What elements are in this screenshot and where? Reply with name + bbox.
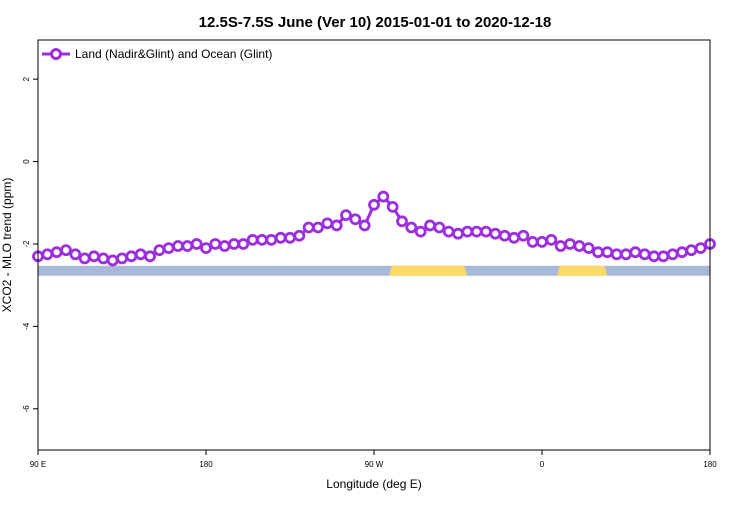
data-point	[470, 225, 483, 238]
data-point	[274, 231, 287, 244]
data-point	[424, 219, 436, 232]
data-point	[508, 231, 520, 244]
data-point	[489, 227, 502, 240]
data-point	[340, 209, 352, 222]
data-point	[106, 254, 119, 267]
data-point	[125, 250, 138, 263]
data-point	[293, 229, 306, 242]
chart-title: 12.5S-7.5S June (Ver 10) 2015-01-01 to 2…	[199, 14, 552, 31]
data-point	[517, 229, 530, 242]
data-point	[694, 242, 707, 254]
data-point	[386, 200, 399, 213]
data-point	[69, 248, 82, 261]
data-point	[144, 250, 156, 263]
data-point	[97, 252, 110, 265]
data-point	[284, 231, 296, 244]
data-point	[545, 233, 558, 246]
data-point	[601, 246, 614, 259]
data-point	[228, 238, 240, 250]
x-axis: 90 E 180 90 W 0 180	[30, 450, 717, 469]
data-point	[629, 246, 642, 259]
y-tick-label: 0	[22, 159, 31, 164]
data-point	[526, 236, 539, 248]
data-point	[302, 221, 315, 234]
data-point	[330, 219, 343, 232]
data-point	[246, 233, 259, 246]
data-point	[237, 238, 250, 250]
legend: Land (Nadir&Glint) and Ocean (Glint)	[42, 47, 272, 61]
data-point	[414, 225, 427, 238]
data-point	[676, 246, 688, 259]
data-point	[209, 238, 222, 250]
data-point	[610, 248, 623, 261]
data-point	[321, 217, 334, 230]
x-tick-label: 90 W	[365, 460, 384, 469]
plot-frame	[37, 39, 711, 451]
y-tick-label: -6	[22, 405, 31, 413]
data-point	[480, 225, 492, 238]
data-point	[358, 219, 371, 232]
data-point	[181, 240, 194, 252]
data-point	[218, 240, 231, 252]
data-point	[657, 250, 670, 263]
data-point	[377, 190, 390, 203]
data-point	[433, 221, 446, 234]
data-point	[190, 238, 203, 250]
data-point	[573, 240, 586, 252]
data-point	[685, 244, 698, 257]
data-point	[78, 252, 91, 265]
x-tick-label: 0	[540, 460, 545, 469]
data-point	[498, 229, 511, 242]
surface-type-band	[38, 265, 710, 276]
data-point	[41, 248, 54, 261]
legend-entry-label: Land (Nadir&Glint) and Ocean (Glint)	[75, 47, 272, 61]
data-point	[265, 233, 278, 246]
data-point	[564, 238, 576, 250]
data-point	[461, 225, 474, 238]
data-point	[648, 250, 660, 263]
x-tick-label: 180	[703, 460, 717, 469]
data-point	[349, 213, 362, 226]
data-point	[396, 215, 408, 228]
data-point	[536, 236, 548, 248]
series-layer	[32, 190, 716, 267]
data-point	[442, 225, 455, 238]
ocean-band	[38, 265, 710, 276]
y-tick-label: -4	[22, 322, 31, 330]
x-tick-label: 180	[199, 460, 213, 469]
data-point	[312, 221, 324, 234]
data-point	[592, 246, 604, 259]
data-point	[256, 233, 268, 246]
data-point	[153, 244, 166, 257]
land-band-segment	[556, 265, 608, 276]
land-band-segment	[388, 265, 468, 276]
data-point	[405, 221, 418, 234]
data-point	[60, 244, 72, 257]
data-point	[50, 246, 63, 259]
legend-marker-swatch	[50, 48, 62, 60]
data-point	[452, 227, 464, 240]
y-axis-label: XCO2 - MLO trend (ppm)	[0, 178, 14, 313]
x-tick-label: 90 E	[30, 460, 46, 469]
data-point	[162, 242, 175, 254]
data-point	[638, 248, 651, 261]
data-point	[200, 242, 212, 254]
y-tick-label: -2	[22, 240, 31, 248]
data-point	[582, 242, 595, 254]
data-point	[368, 198, 380, 211]
data-point	[134, 248, 147, 261]
y-axis: 2 0 -2 -4 -6	[22, 76, 38, 412]
data-point	[620, 248, 632, 261]
data-point	[666, 248, 679, 261]
x-axis-label: Longitude (deg E)	[326, 477, 421, 491]
data-point	[172, 240, 184, 252]
data-point	[554, 240, 567, 252]
y-tick-label: 2	[22, 76, 31, 81]
data-point	[116, 252, 128, 265]
data-point	[88, 250, 100, 263]
